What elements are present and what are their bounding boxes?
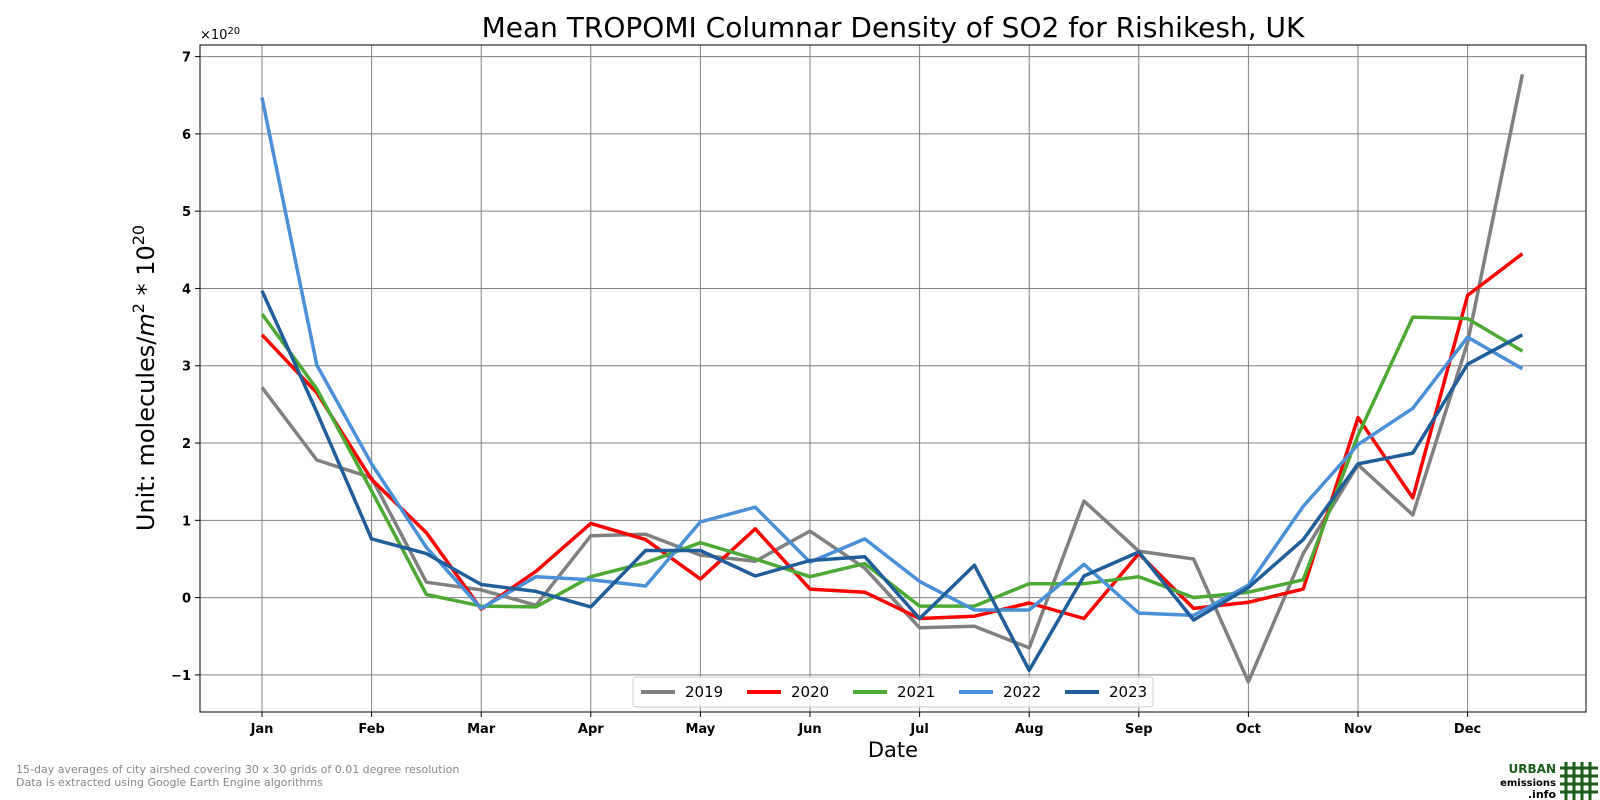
series-layer [260, 74, 1525, 684]
y-tick-label: 5 [182, 205, 191, 220]
y-axis-label-exp: 20 [129, 225, 148, 245]
y-exponent-prefix: ×10 [200, 28, 227, 43]
series-line-2022 [260, 97, 1524, 618]
x-tick-label: Jul [909, 722, 929, 737]
chart-title: Mean TROPOMI Columnar Density of SO2 for… [482, 11, 1305, 44]
footnote-source: Data is extracted using Google Earth Eng… [16, 776, 323, 789]
x-tick-label: Mar [467, 722, 496, 737]
x-tick-label: Nov [1344, 722, 1373, 737]
logo-text-info: .info [1528, 788, 1557, 800]
urban-emissions-logo: URBAN emissions .info [1500, 762, 1598, 800]
legend-label-2023: 2023 [1109, 683, 1147, 701]
x-tick-label: Jun [797, 722, 821, 737]
legend: 2019 2020 2021 2022 2023 [632, 676, 1154, 708]
y-axis-label-m-exp: 2 [129, 303, 148, 313]
series-line-2021 [260, 312, 1524, 609]
y-tick-label: 0 [182, 592, 191, 607]
y-tick-label: 1 [182, 514, 191, 529]
x-tick-label: Jan [250, 722, 274, 737]
y-axis-label-times: * 10 [132, 245, 160, 303]
legend-label-2022: 2022 [1003, 683, 1041, 701]
x-tick-label: Aug [1015, 722, 1044, 737]
logo-text-emissions: emissions [1500, 778, 1556, 789]
legend-label-2021: 2021 [897, 683, 935, 701]
y-exponent-label: ×1020 [200, 26, 240, 43]
y-tick-label: 2 [182, 437, 191, 452]
plot-frame [199, 44, 1587, 713]
x-tick-label: Sep [1125, 722, 1153, 737]
y-tick-label: 7 [182, 51, 191, 66]
y-axis-label: Unit: molecules/m2 * 1020 [129, 225, 160, 531]
x-tick-label: May [686, 722, 716, 737]
x-tick-label: Apr [578, 722, 604, 737]
x-tick-label: Feb [358, 722, 384, 737]
x-tick-label: Dec [1454, 722, 1481, 737]
y-tick-label: 6 [182, 128, 191, 143]
x-axis: Jan Feb Mar Apr May Jun Jul Aug Sep Oct Nov Dec [250, 712, 1481, 737]
logo-grid-icon [1560, 762, 1598, 800]
series-line-2019 [260, 74, 1525, 684]
footnote-averaging: 15-day averages of city airshed covering… [16, 763, 460, 776]
logo-text-urban: URBAN [1509, 762, 1556, 776]
y-axis-label-main: Unit: molecules/ [132, 336, 160, 531]
y-tick-label: 4 [182, 282, 191, 297]
legend-label-2019: 2019 [685, 683, 723, 701]
legend-label-2020: 2020 [791, 683, 829, 701]
x-tick-label: Oct [1236, 722, 1261, 737]
y-axis-label-m: m [132, 313, 160, 336]
legend-frame [632, 676, 1154, 708]
y-axis: −1 0 1 2 3 4 5 6 7 [171, 51, 200, 684]
y-tick-label: 3 [182, 360, 191, 375]
y-exponent-power: 20 [227, 26, 240, 37]
y-tick-label: −1 [171, 669, 191, 684]
series-line-2023 [260, 290, 1524, 673]
x-axis-label: Date [868, 738, 918, 762]
series-line-2020 [260, 252, 1524, 621]
grid [200, 45, 1586, 712]
